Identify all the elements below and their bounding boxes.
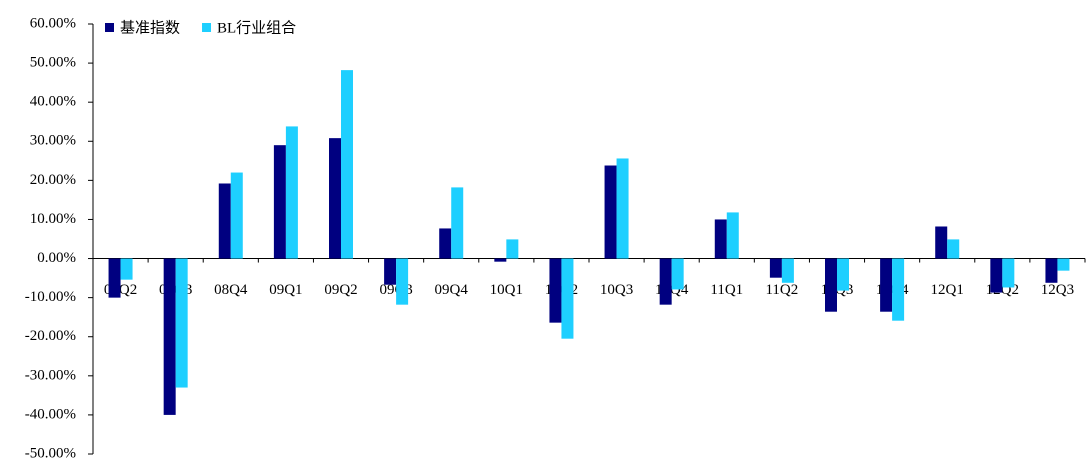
bar	[604, 165, 617, 259]
bar	[120, 258, 133, 280]
bar	[549, 258, 562, 323]
bar	[726, 212, 739, 259]
y-tick-label: 60.00%	[30, 15, 76, 31]
x-tick-label: 09Q4	[435, 282, 469, 298]
bar	[935, 226, 948, 259]
x-tick-label: 10Q1	[490, 282, 523, 298]
bar	[163, 258, 176, 415]
x-tick-label: 11Q2	[765, 282, 798, 298]
bar	[561, 258, 574, 339]
legend-swatch	[105, 23, 114, 32]
bar	[218, 183, 231, 259]
legend-swatch	[202, 23, 212, 32]
bar	[439, 228, 452, 259]
bar	[175, 258, 188, 388]
bar	[990, 258, 1003, 293]
bar	[506, 239, 519, 259]
x-tick-label: 08Q4	[214, 282, 248, 298]
bar	[384, 258, 397, 285]
bar	[1045, 258, 1058, 283]
bar	[880, 258, 893, 312]
y-tick-label: -20.00%	[25, 328, 76, 344]
x-tick-label: 11Q1	[710, 282, 743, 298]
x-tick-label: 12Q1	[931, 282, 964, 298]
bar	[1057, 258, 1070, 271]
x-tick-label: 12Q3	[1041, 282, 1074, 298]
y-tick-label: -50.00%	[25, 445, 76, 461]
bar	[396, 258, 409, 305]
bar	[769, 258, 782, 278]
bar	[451, 187, 464, 259]
bar	[1002, 258, 1015, 288]
y-tick-label: -40.00%	[25, 406, 76, 422]
bar	[947, 239, 960, 259]
legend-label: 基准指数	[120, 19, 180, 36]
x-tick-label: 09Q2	[324, 282, 357, 298]
y-tick-label: -30.00%	[25, 367, 76, 383]
bar	[273, 145, 286, 259]
bar	[230, 172, 243, 259]
bar	[329, 138, 341, 259]
bar	[714, 219, 727, 259]
bar	[837, 258, 849, 291]
y-tick-label: 10.00%	[30, 211, 76, 227]
bar	[892, 258, 905, 321]
bar	[781, 258, 794, 283]
y-tick-label: 20.00%	[30, 172, 76, 188]
bar	[494, 258, 507, 262]
bar	[659, 258, 672, 305]
y-tick-label: 40.00%	[30, 94, 76, 110]
bar	[825, 258, 837, 312]
y-tick-label: 50.00%	[30, 55, 76, 71]
bar	[616, 158, 629, 259]
y-tick-label: 0.00%	[37, 250, 76, 266]
bar	[285, 126, 298, 259]
y-tick-label: -10.00%	[25, 289, 76, 305]
x-tick-label: 09Q1	[269, 282, 302, 298]
x-tick-label: 10Q3	[600, 282, 633, 298]
bar	[341, 70, 353, 259]
bar	[108, 258, 121, 298]
legend-label: BL行业组合	[217, 19, 296, 36]
y-tick-label: 30.00%	[30, 133, 76, 149]
bar	[671, 258, 684, 290]
